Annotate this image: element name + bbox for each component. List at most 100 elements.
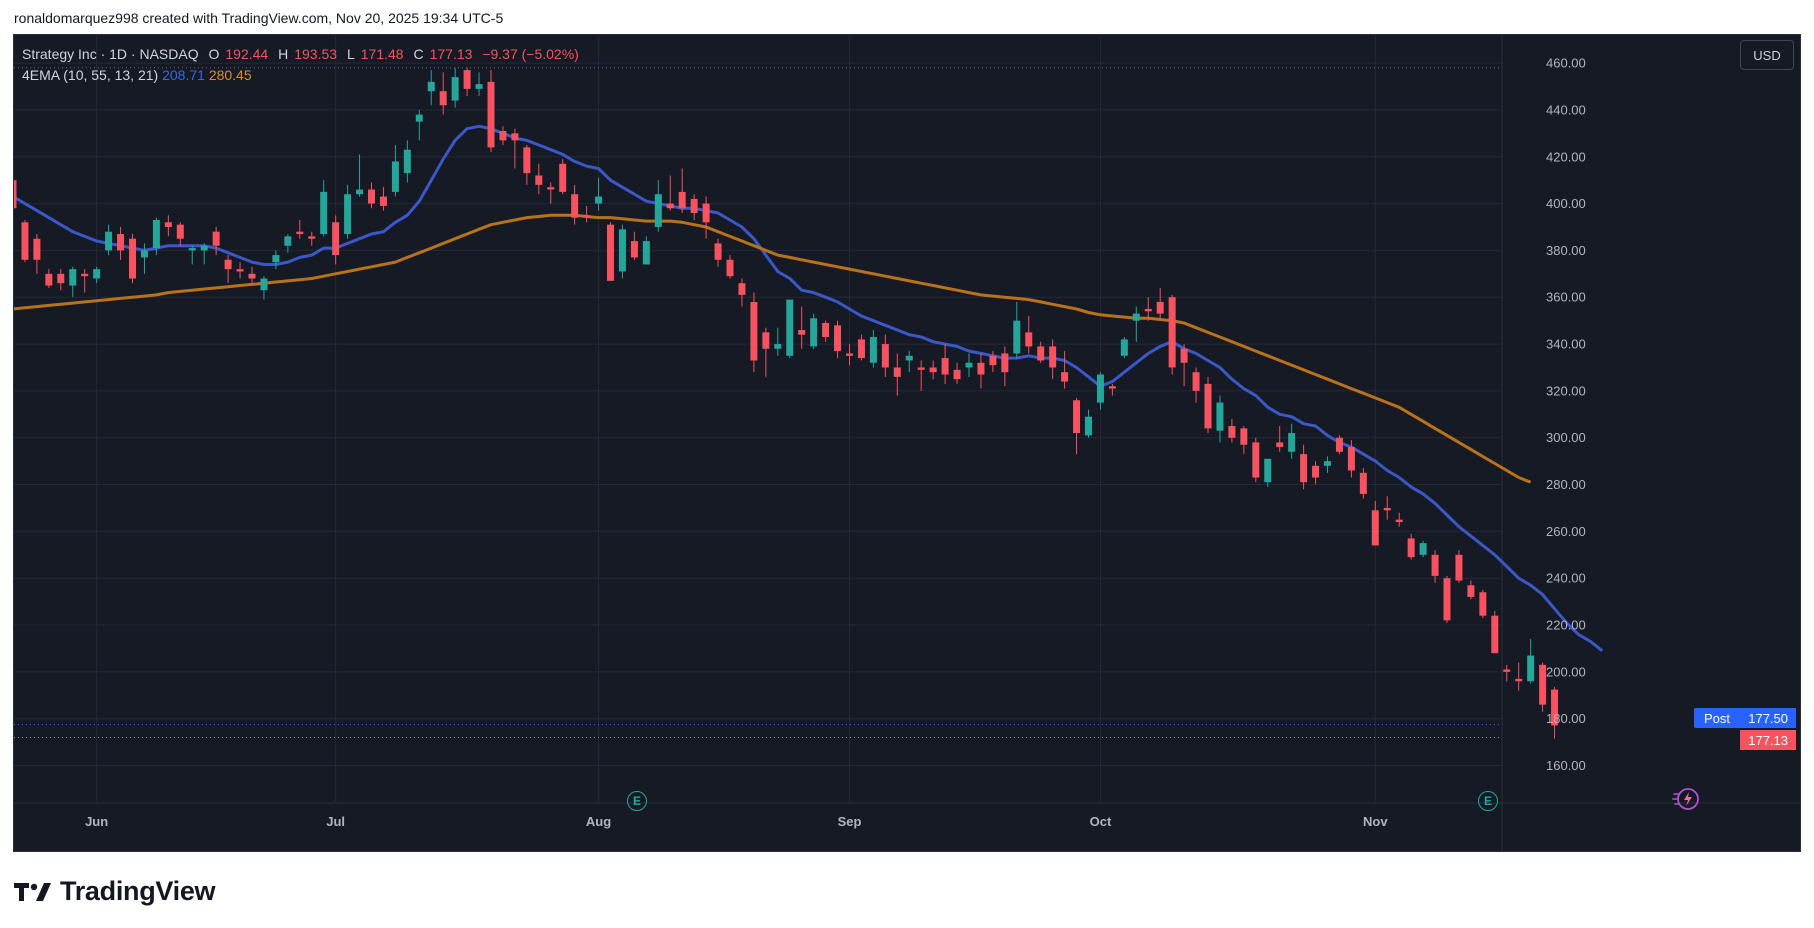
price-tick-label: 240.00 xyxy=(1546,571,1586,586)
candle-body xyxy=(320,191,328,235)
candle-body xyxy=(1324,461,1331,466)
candle-body xyxy=(368,189,375,204)
candle xyxy=(236,262,244,279)
candle xyxy=(439,72,447,115)
candlesticks xyxy=(14,67,1559,739)
chart-area[interactable]: 160.00 180.00 200.00 220.00 240.00 260.00 280.… xyxy=(13,34,1801,852)
candle xyxy=(1359,468,1367,499)
candle-body xyxy=(607,224,614,281)
symbol-label[interactable]: Strategy Inc · 1D · NASDAQ xyxy=(22,46,199,62)
candle xyxy=(308,231,316,246)
candle xyxy=(105,224,113,256)
candle xyxy=(14,180,17,209)
high-label: H xyxy=(278,46,289,62)
candle-body xyxy=(33,238,41,260)
candle xyxy=(1515,662,1523,691)
candle-body xyxy=(678,191,686,209)
candle-body xyxy=(1443,578,1451,621)
candle xyxy=(475,72,483,96)
candle-body xyxy=(1288,433,1296,452)
candle-body xyxy=(284,236,292,246)
candle xyxy=(607,222,614,281)
candle-body xyxy=(1049,346,1057,368)
currency-button[interactable]: USD xyxy=(1740,40,1794,70)
ema-slow-value: 280.45 xyxy=(208,67,252,83)
candle-body xyxy=(1108,386,1116,389)
candle-body xyxy=(1252,442,1260,478)
candle-body xyxy=(1216,402,1224,431)
candle xyxy=(618,224,626,279)
candle-body xyxy=(810,318,818,347)
candle-body xyxy=(81,273,89,277)
price-tick-label: 460.00 xyxy=(1546,56,1586,71)
candle xyxy=(1120,337,1128,359)
candle-body xyxy=(1419,543,1427,555)
candle-body xyxy=(1539,664,1547,705)
candle xyxy=(1132,306,1140,342)
time-axis: Jun Jul Aug Sep Oct Nov xyxy=(85,814,1388,829)
candle-body xyxy=(726,259,734,277)
candle-body xyxy=(117,234,125,251)
candle-body xyxy=(941,358,949,375)
candle xyxy=(535,163,543,195)
candle-body xyxy=(762,332,770,349)
candle-body xyxy=(1479,592,1487,616)
price-tick-label: 300.00 xyxy=(1546,430,1586,445)
candle-body xyxy=(690,198,698,213)
candle-body xyxy=(595,196,603,204)
time-tick-label: Jul xyxy=(326,814,345,829)
candle xyxy=(81,269,89,293)
candle-body xyxy=(750,301,758,361)
candle xyxy=(1180,344,1188,387)
candle xyxy=(272,250,280,270)
candle xyxy=(953,362,961,384)
ohlc-row: Strategy Inc · 1D · NASDAQ O 192.44 H 193.… xyxy=(22,44,585,65)
candle xyxy=(1371,500,1379,546)
candle xyxy=(451,67,459,108)
indicator-label[interactable]: 4EMA (10, 55, 13, 21) xyxy=(22,67,159,83)
candle-body xyxy=(523,147,531,174)
candle-body xyxy=(571,194,579,218)
price-tick-label: 320.00 xyxy=(1546,383,1586,398)
price-chart[interactable]: 160.00 180.00 200.00 220.00 240.00 260.00 280.… xyxy=(14,35,1800,851)
candle-body xyxy=(164,222,172,227)
candle-body xyxy=(308,236,316,239)
candle-body xyxy=(475,84,483,89)
tradingview-logo-icon xyxy=(14,882,51,901)
candle xyxy=(1479,589,1487,619)
earnings-icon[interactable]: E xyxy=(1478,791,1498,811)
candle xyxy=(1144,297,1152,321)
candle xyxy=(499,126,507,146)
candle xyxy=(164,215,172,237)
candle xyxy=(917,360,925,391)
lightning-event-icon[interactable] xyxy=(1672,786,1702,817)
candle xyxy=(1491,611,1499,654)
ema-fast-line xyxy=(14,124,1604,652)
candle-body xyxy=(774,344,782,349)
tradingview-logo[interactable]: TradingView xyxy=(14,876,216,907)
candle xyxy=(1264,458,1272,487)
candle-body xyxy=(1132,313,1140,321)
candle-body xyxy=(236,269,244,272)
candle xyxy=(284,234,292,253)
candle-body xyxy=(1395,519,1403,523)
change-value: −9.37 (−5.02%) xyxy=(482,46,579,62)
last-price-tag: 177.13 xyxy=(1740,730,1796,750)
candle xyxy=(1156,287,1164,321)
candle xyxy=(690,194,698,220)
candle-body xyxy=(1037,346,1045,361)
candle-body xyxy=(714,243,722,260)
candle xyxy=(1539,662,1547,712)
ema-slow-line xyxy=(14,213,1532,484)
candle xyxy=(1061,351,1069,389)
candle-body xyxy=(786,299,794,356)
candle-body xyxy=(905,355,913,361)
candle xyxy=(176,222,184,246)
candle xyxy=(547,182,555,204)
earnings-icon[interactable]: E xyxy=(627,791,647,811)
candle xyxy=(583,205,591,223)
candle xyxy=(523,145,531,185)
candle-body xyxy=(1455,554,1463,581)
candle-body xyxy=(618,229,626,272)
candle-body xyxy=(200,245,208,251)
